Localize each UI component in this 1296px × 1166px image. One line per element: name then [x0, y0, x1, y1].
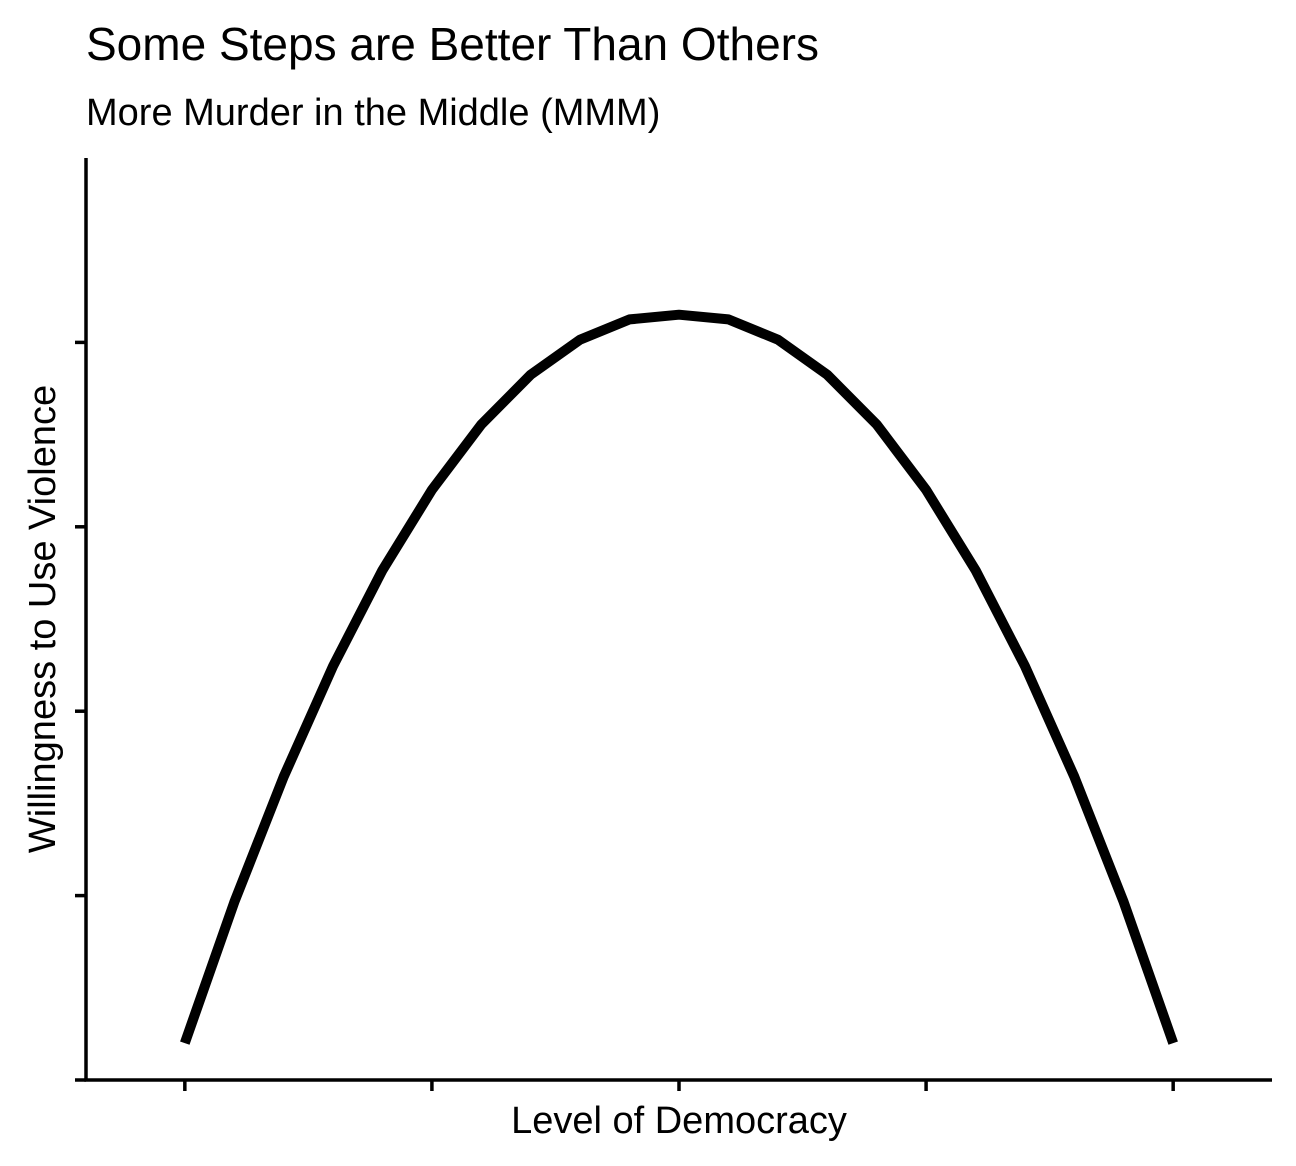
- y-axis-ticks: [75, 340, 86, 1082]
- chart-title: Some Steps are Better Than Others: [86, 18, 819, 70]
- series-line: [180, 309, 1178, 1045]
- chart-subtitle: More Murder in the Middle (MMM): [86, 92, 660, 134]
- x-axis-ticks: [183, 1080, 1175, 1091]
- x-axis-label: Level of Democracy: [511, 1100, 847, 1142]
- y-axis-label: Willingness to Use Violence: [22, 385, 64, 853]
